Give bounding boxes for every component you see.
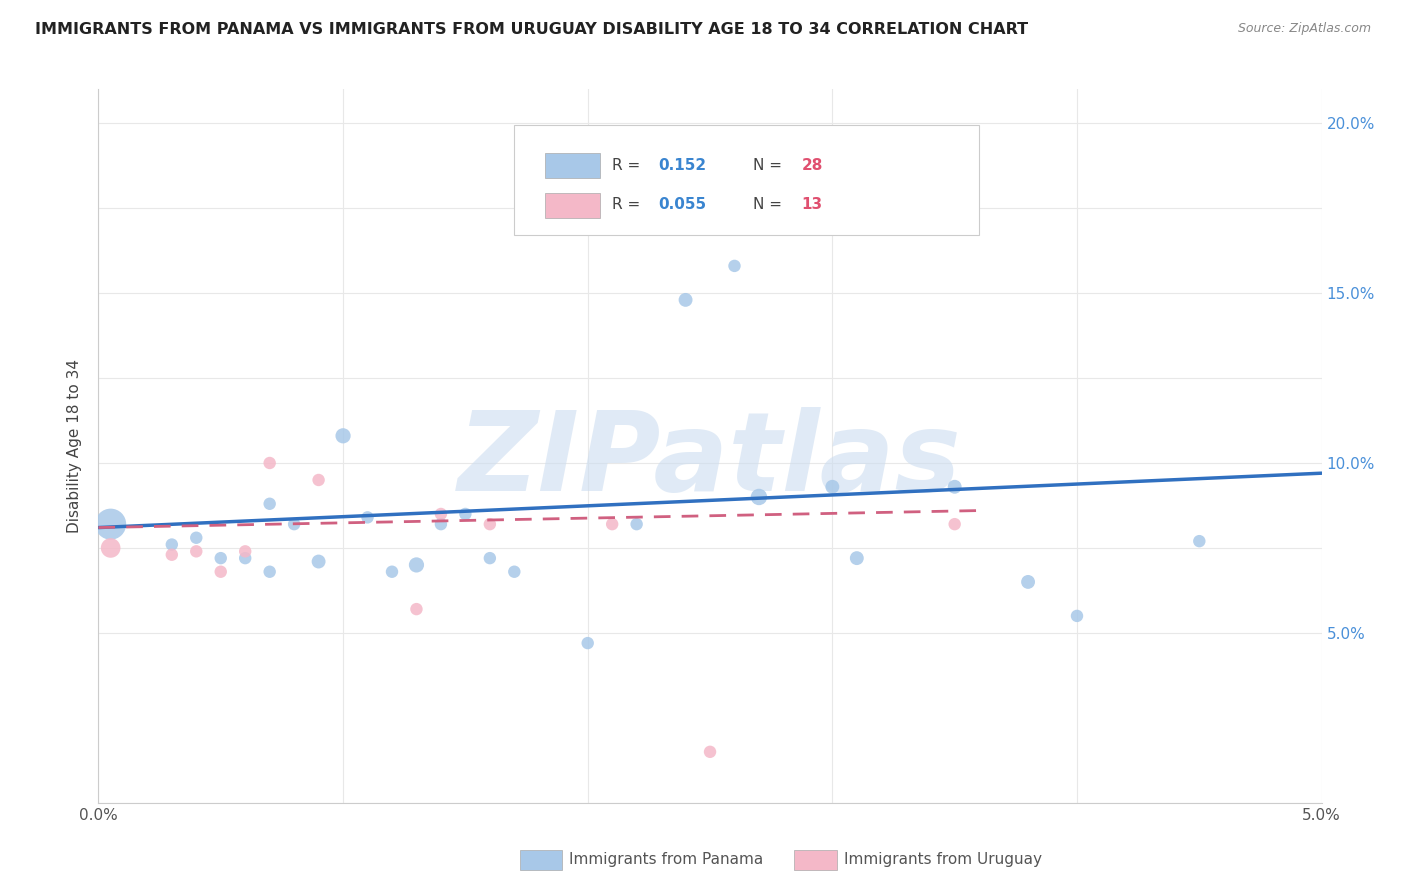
Point: [626, 517, 648, 532]
Text: Immigrants from Uruguay: Immigrants from Uruguay: [844, 853, 1042, 867]
Point: [1188, 534, 1211, 549]
Point: [100, 517, 122, 532]
Y-axis label: Disability Age 18 to 34: Disability Age 18 to 34: [67, 359, 83, 533]
Point: [943, 480, 966, 494]
FancyBboxPatch shape: [546, 153, 600, 178]
Text: Immigrants from Panama: Immigrants from Panama: [569, 853, 763, 867]
Point: [430, 517, 453, 532]
Point: [600, 517, 623, 532]
Point: [1066, 608, 1088, 623]
Point: [283, 517, 305, 532]
Point: [821, 480, 844, 494]
Point: [259, 497, 281, 511]
Point: [308, 555, 330, 569]
Point: [259, 456, 281, 470]
Text: N =: N =: [752, 158, 787, 173]
Point: [845, 551, 868, 566]
Text: R =: R =: [612, 158, 645, 173]
Point: [503, 565, 526, 579]
Point: [699, 745, 721, 759]
Text: 13: 13: [801, 197, 823, 212]
Point: [748, 490, 770, 504]
Text: Source: ZipAtlas.com: Source: ZipAtlas.com: [1237, 22, 1371, 36]
Point: [675, 293, 697, 307]
Point: [356, 510, 378, 524]
Point: [332, 429, 354, 443]
Text: N =: N =: [752, 197, 787, 212]
Text: ZIPatlas: ZIPatlas: [458, 407, 962, 514]
Point: [454, 507, 477, 521]
Point: [405, 558, 427, 572]
Point: [576, 636, 599, 650]
Point: [1017, 574, 1039, 589]
Point: [478, 517, 501, 532]
Text: 0.152: 0.152: [658, 158, 707, 173]
FancyBboxPatch shape: [546, 193, 600, 218]
Point: [723, 259, 745, 273]
Point: [209, 551, 232, 566]
Point: [209, 565, 232, 579]
Text: 28: 28: [801, 158, 823, 173]
Point: [233, 544, 256, 558]
Point: [259, 565, 281, 579]
Point: [405, 602, 427, 616]
Point: [430, 507, 453, 521]
Point: [381, 565, 404, 579]
Point: [100, 541, 122, 555]
Point: [160, 548, 183, 562]
Text: R =: R =: [612, 197, 645, 212]
Point: [160, 537, 183, 551]
FancyBboxPatch shape: [515, 125, 979, 235]
Point: [233, 551, 256, 566]
Point: [186, 531, 208, 545]
Point: [186, 544, 208, 558]
Text: 0.055: 0.055: [658, 197, 707, 212]
Point: [943, 517, 966, 532]
Point: [478, 551, 501, 566]
Text: IMMIGRANTS FROM PANAMA VS IMMIGRANTS FROM URUGUAY DISABILITY AGE 18 TO 34 CORREL: IMMIGRANTS FROM PANAMA VS IMMIGRANTS FRO…: [35, 22, 1028, 37]
Point: [308, 473, 330, 487]
